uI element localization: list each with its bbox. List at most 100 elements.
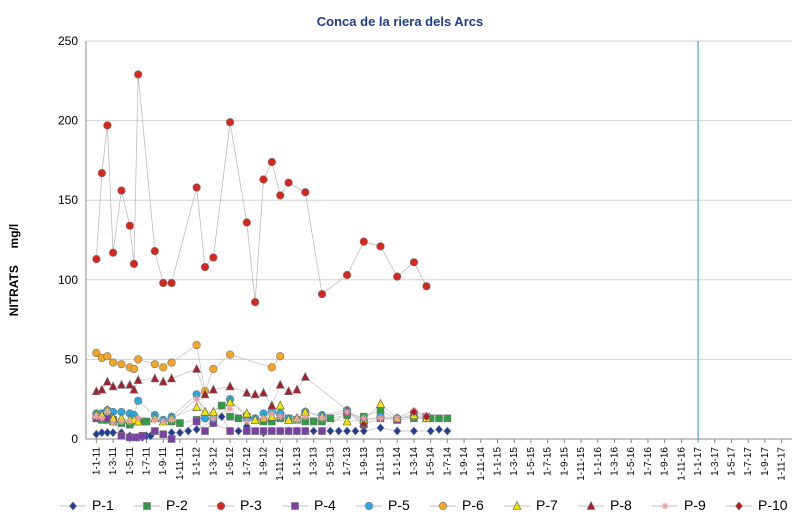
data-point-P-7 [376,398,385,408]
data-point-P-8 [259,387,268,397]
data-point-P-3 [97,169,106,178]
y-tick-label: 150 [58,193,78,207]
data-point-P-4 [318,427,326,435]
data-point-P-8 [192,363,202,373]
data-point-P-3 [301,188,310,197]
data-point-P-3 [92,255,101,264]
data-point-P-1 [103,428,112,438]
legend-label: P-6 [462,497,484,513]
data-point-P-1 [343,426,351,436]
data-point-P-1 [426,426,435,436]
data-point-P-9 [243,417,251,425]
data-point-P-3 [376,242,385,251]
y-tick-labels: 0 50 100 150 200 250 [58,34,78,446]
data-point-P-2 [443,414,452,423]
data-point-P-8 [267,400,277,410]
data-point-P-6 [209,364,218,374]
data-point-P-6 [225,350,235,359]
data-point-P-8 [97,384,107,394]
data-point-P-4 [192,417,201,426]
legend-label: P-9 [684,497,706,513]
axes [85,41,792,443]
legend-item-P-8: P-8 [578,497,632,513]
data-point-P-6 [167,358,176,367]
data-point-P-9 [318,414,326,422]
data-point-P-6 [267,363,276,372]
data-point-P-8 [225,381,235,391]
legend-item-P-6: P-6 [430,497,484,513]
x-tick-label: 1-1-15 [493,447,504,476]
x-tick-label: 1-3-15 [509,447,520,476]
x-tick-label: 1-3-14 [409,447,420,476]
x-tick-label: 1-5-14 [426,447,437,476]
data-point-P-3 [422,282,431,291]
data-point-P-3 [167,278,176,288]
x-tick-label: 1-11-16 [676,447,687,481]
x-tick-label: 1-11-12 [275,447,286,481]
data-point-P-1 [443,426,452,436]
x-tick-label: 1-3-11 [108,447,119,476]
chart-title: Conca de la riera dels Arcs [316,14,484,29]
x-tick-label: 1-9-15 [559,447,570,476]
legend-marker-P-5 [364,501,374,511]
legend-marker-P-7 [512,500,522,510]
legend-item-P-7: P-7 [504,497,558,513]
data-point-P-3 [409,258,419,267]
data-point-P-3 [251,297,260,307]
data-point-P-1 [435,424,443,434]
data-point-P-6 [134,355,143,364]
data-point-P-9 [92,413,100,421]
data-point-P-9 [193,395,201,403]
data-point-P-7 [342,416,352,426]
legend-label: P-2 [166,497,188,513]
x-tick-label: 1-11-14 [476,447,487,481]
data-point-P-2 [234,414,243,423]
data-point-P-1 [376,423,385,433]
data-point-P-3 [284,178,293,187]
y-axis-title-text: NITRATS mg/l [7,224,21,316]
data-point-P-1 [359,426,368,436]
y-tick-label: 200 [58,114,78,128]
series-line-P-6 [96,344,281,393]
data-point-P-6 [129,364,139,374]
data-point-P-3 [134,70,143,79]
legend-marker-P-8 [586,500,596,510]
data-point-P-2 [326,414,335,423]
legend-item-P-5: P-5 [356,497,410,513]
data-point-P-6 [192,340,201,350]
data-point-P-8 [167,373,177,383]
x-tick-label: 1-3-13 [309,447,320,476]
x-tick-label: 1-9-12 [259,447,270,476]
x-tick-label: 1-7-11 [142,447,153,476]
x-tick-label: 1-9-17 [760,447,771,476]
data-point-P-3 [209,253,218,262]
data-point-P-2 [435,414,443,423]
x-tick-label: 1-5-12 [225,447,236,476]
data-point-P-4 [125,433,134,442]
data-point-P-1 [92,429,101,439]
data-point-P-7 [242,408,252,418]
data-point-P-9 [301,413,309,421]
x-tick-label: 1-3-17 [710,447,721,476]
data-point-P-9 [126,417,134,425]
data-point-P-1 [309,426,318,436]
data-point-P-3 [393,272,402,281]
data-point-P-4 [284,427,293,435]
data-point-P-9 [134,414,142,422]
data-point-P-3 [159,278,168,288]
data-point-P-8 [158,376,168,386]
x-tick-label: 1-1-17 [693,447,704,476]
data-point-P-9 [260,414,267,422]
data-point-P-9 [109,419,117,427]
x-tick-label: 1-5-15 [526,447,537,476]
data-point-P-3 [192,183,201,192]
legend-item-P-9: P-9 [652,497,706,513]
data-point-P-9 [293,416,301,424]
data-point-P-4 [251,427,259,435]
data-point-P-4 [117,432,126,440]
data-point-P-4 [242,427,251,435]
legend-marker-P-2 [143,502,151,510]
legend-label: P-1 [92,497,114,513]
x-tick-label: 1-5-11 [125,447,136,476]
legend-marker-P-10 [735,501,743,511]
